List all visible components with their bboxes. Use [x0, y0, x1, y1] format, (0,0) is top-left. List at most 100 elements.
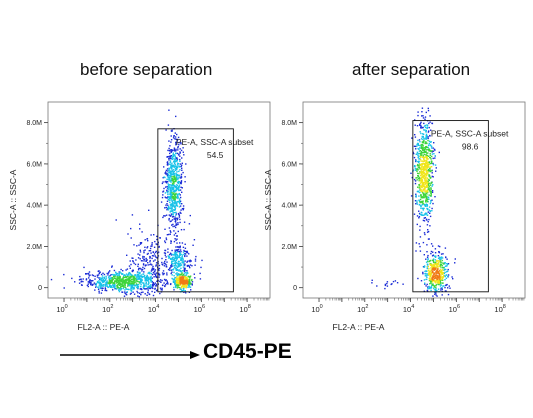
- event-dot: [426, 289, 428, 292]
- event-dot: [163, 262, 166, 265]
- event-dot: [416, 169, 418, 171]
- event-dot: [184, 243, 186, 245]
- event-dot: [179, 262, 182, 264]
- event-dot: [120, 283, 122, 285]
- event-dot: [428, 270, 431, 272]
- event-dot: [420, 185, 422, 187]
- event-dot: [170, 253, 172, 255]
- event-dot: [424, 148, 426, 150]
- event-dot: [109, 275, 111, 277]
- event-dot: [434, 263, 437, 265]
- event-dot: [173, 186, 175, 188]
- event-dot: [186, 273, 188, 275]
- event-dot: [151, 281, 154, 283]
- event-dot: [178, 184, 181, 186]
- event-dot: [418, 184, 421, 186]
- event-dot: [181, 284, 184, 286]
- event-dot: [419, 150, 422, 152]
- event-dot: [153, 234, 155, 236]
- event-dot: [426, 278, 428, 280]
- event-dot: [426, 156, 428, 158]
- event-dot: [433, 148, 436, 150]
- event-dot: [125, 286, 127, 289]
- event-dot: [427, 260, 429, 263]
- event-dot: [422, 149, 424, 151]
- event-dot: [427, 152, 429, 154]
- event-dot: [168, 147, 170, 150]
- event-dot: [426, 207, 428, 210]
- event-dot: [429, 276, 432, 278]
- event-dot: [83, 266, 85, 269]
- event-dot: [122, 287, 125, 290]
- event-dot: [434, 262, 436, 264]
- event-dot: [427, 196, 429, 199]
- event-dot: [433, 273, 435, 275]
- event-dot: [168, 150, 171, 152]
- event-dot: [147, 264, 149, 266]
- y-tick-label: 2.0M: [281, 244, 297, 251]
- event-dot: [135, 259, 137, 261]
- event-dot: [431, 170, 433, 172]
- event-dot: [92, 274, 95, 277]
- event-dot: [439, 271, 441, 273]
- event-dot: [173, 230, 175, 232]
- event-dot: [427, 163, 429, 166]
- event-dot: [184, 255, 186, 258]
- event-dot: [176, 254, 179, 257]
- event-dot: [423, 196, 425, 199]
- event-dot: [174, 202, 176, 204]
- event-dot: [424, 275, 427, 277]
- event-dot: [63, 287, 65, 289]
- event-dot: [418, 177, 420, 180]
- event-dot: [137, 292, 139, 294]
- y-tick-label: 0: [293, 285, 297, 292]
- event-dot: [186, 270, 188, 272]
- event-dot: [173, 262, 176, 264]
- panel-title-before: before separation: [80, 60, 213, 79]
- event-dot: [165, 238, 168, 241]
- event-dot: [394, 280, 397, 282]
- event-dot: [169, 188, 171, 191]
- event-dot: [141, 282, 144, 284]
- event-dot: [434, 149, 436, 151]
- event-dot: [430, 182, 432, 184]
- event-dot: [426, 276, 428, 278]
- event-dot: [179, 194, 181, 196]
- event-dot: [181, 281, 184, 284]
- event-dot: [140, 281, 142, 283]
- event-dot: [431, 145, 433, 148]
- event-dot: [418, 180, 420, 182]
- event-dot: [128, 282, 130, 284]
- event-dot: [90, 284, 92, 286]
- event-dot: [88, 280, 91, 282]
- event-dot: [134, 277, 136, 280]
- event-dot: [102, 284, 105, 286]
- event-dot: [169, 201, 171, 204]
- event-dot: [423, 172, 425, 175]
- event-dot: [170, 213, 173, 216]
- event-dot: [437, 277, 440, 279]
- event-dot: [415, 145, 417, 148]
- event-dot: [421, 115, 423, 117]
- event-dot: [424, 173, 426, 175]
- event-dot: [201, 259, 203, 262]
- event-dot: [143, 267, 146, 270]
- event-dot: [174, 211, 176, 214]
- event-dot: [154, 269, 157, 271]
- event-dot: [175, 203, 178, 206]
- event-dot: [162, 181, 164, 183]
- event-dot: [191, 278, 193, 281]
- event-dot: [435, 280, 437, 282]
- event-dot: [418, 166, 420, 169]
- event-dot: [175, 286, 177, 288]
- event-dot: [430, 129, 432, 131]
- event-dot: [420, 160, 422, 162]
- event-dot: [146, 288, 148, 290]
- event-dot: [436, 295, 438, 297]
- event-dot: [422, 138, 424, 141]
- event-dot: [148, 287, 150, 289]
- event-dot: [137, 269, 140, 271]
- event-dot: [418, 155, 420, 157]
- event-dot: [151, 286, 153, 288]
- event-dot: [173, 271, 175, 274]
